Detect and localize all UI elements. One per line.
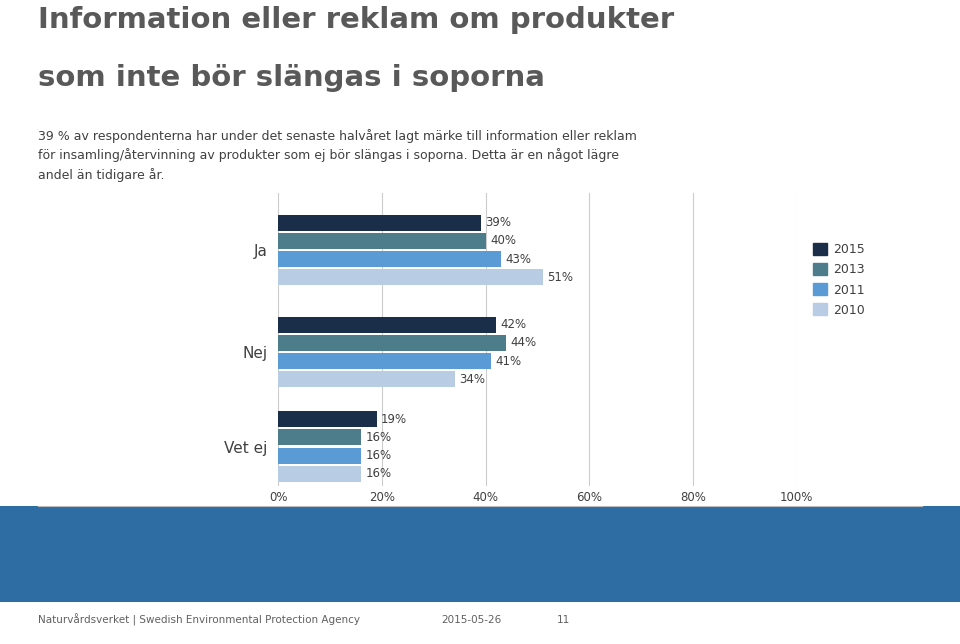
Bar [278,448,361,464]
Bar [278,411,377,427]
Text: 16%: 16% [366,449,392,462]
Bar [278,233,486,249]
Text: 42%: 42% [500,318,526,331]
Bar [278,353,491,369]
Text: Total n (2015): 1000.: Total n (2015): 1000. [283,575,407,588]
Text: Övrig information:: Övrig information: [149,575,272,590]
Text: 39 % av respondenterna har under det senaste halvåret lagt märke till informatio: 39 % av respondenterna har under det sen… [38,129,637,182]
Legend: 2015, 2013, 2011, 2010: 2015, 2013, 2011, 2010 [808,238,870,322]
Text: 2015-05-26: 2015-05-26 [442,615,502,625]
Text: 11: 11 [557,615,570,625]
Bar [278,317,496,333]
Text: 51%: 51% [547,271,573,284]
Text: 34%: 34% [459,373,485,386]
Text: 16%: 16% [366,468,392,480]
Text: Naturvårdsverket | Swedish Environmental Protection Agency: Naturvårdsverket | Swedish Environmental… [38,614,360,626]
Text: 16%: 16% [366,431,392,444]
Bar [278,214,481,231]
Text: Har du, under de senaste halvåret lagt märke till någon information eller reklam: Har du, under de senaste halvåret lagt m… [283,525,780,558]
Text: 41%: 41% [495,355,521,368]
Bar [278,466,361,482]
Text: Fakta: Fakta [29,509,84,527]
Bar [278,430,361,446]
Bar [278,335,507,351]
Text: Fullständig fråga:: Fullständig fråga: [149,525,267,540]
Text: 43%: 43% [506,252,532,266]
Text: 44%: 44% [511,336,537,350]
Text: NATUR
VÅRDS
VERKET: NATUR VÅRDS VERKET [885,505,934,540]
Bar [278,269,542,285]
Text: 39%: 39% [485,216,511,229]
Polygon shape [0,506,67,602]
Text: som inte bör slängas i soporna: som inte bör slängas i soporna [38,64,545,92]
Text: Information eller reklam om produkter: Information eller reklam om produkter [38,6,675,34]
Text: 19%: 19% [381,413,407,426]
Bar [278,372,455,388]
Bar [278,251,501,267]
Text: 40%: 40% [490,234,516,247]
